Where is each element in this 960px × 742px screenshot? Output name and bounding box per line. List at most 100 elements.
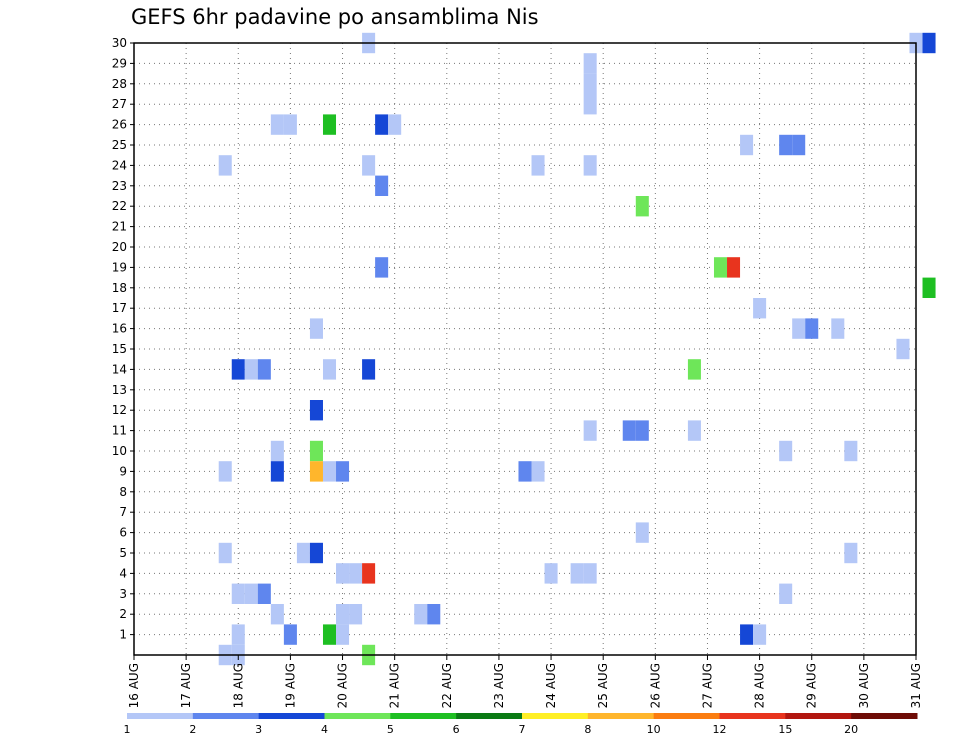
y-tick-label: 25 [112,138,127,152]
y-tick-label: 5 [119,546,127,560]
legend-swatch [653,713,720,719]
precip-cell [218,542,232,564]
x-tick-label: 16 AUG [127,663,141,708]
precip-cell [844,542,858,564]
precip-cell [270,604,284,625]
precip-cell [309,461,323,482]
precip-cell [322,359,337,380]
x-tick-label: 19 AUG [283,663,297,708]
legend-swatch [258,713,325,719]
precip-cell [583,155,597,176]
precip-cell [257,583,271,604]
cell-layer [218,32,936,666]
precip-cell [375,175,389,196]
y-tick-label: 13 [112,383,127,397]
legend-label: 1 [124,723,131,736]
precip-cell [244,583,258,604]
precip-cell [362,563,376,584]
x-tick-label: 17 AUG [179,663,193,708]
legend-label: 2 [189,723,196,736]
precip-cell [779,440,793,462]
x-tick-label: 18 AUG [231,663,245,708]
precip-cell [779,134,793,156]
precip-cell [375,114,389,135]
y-tick-label: 27 [112,97,127,111]
x-tick-label: 24 AUG [544,663,558,708]
legend-swatch [324,713,391,719]
y-tick-label: 16 [112,322,127,336]
precip-cell [231,624,245,645]
legend-label: 8 [584,723,591,736]
y-tick-label: 7 [119,505,127,519]
precip-cell [740,134,754,156]
precip-cell [740,624,754,645]
precip-cell [922,277,936,298]
grid-layer [134,42,916,655]
precip-cell [231,359,245,380]
legend-label: 15 [778,723,792,736]
precip-cell [388,114,402,135]
precip-cell [713,257,728,278]
legend-swatch [522,713,589,719]
legend-swatch [719,713,786,719]
y-tick-label: 3 [119,587,127,601]
precip-cell [896,338,910,360]
precip-cell [583,420,597,441]
legend-label: 6 [453,723,460,736]
legend-swatch [192,713,260,719]
x-tick-label: 26 AUG [648,663,662,708]
precip-cell [792,318,806,339]
precip-cell [583,73,597,94]
precip-cell [544,563,558,584]
precip-cell [270,440,284,462]
legend-label: 7 [519,723,526,736]
precip-cell [244,359,258,380]
precip-cell [805,318,819,339]
legend-swatch [785,713,852,719]
precip-cell [635,196,649,217]
precip-cell [622,420,636,441]
precip-cell [531,155,545,176]
y-tick-label: 30 [112,36,127,50]
x-tick-label: 27 AUG [700,663,714,708]
precip-cell [583,94,597,115]
precip-cell [362,155,376,176]
precip-cell [336,563,350,584]
y-tick-label: 23 [112,179,127,193]
x-tick-label: 22 AUG [440,663,454,708]
precip-cell [309,440,323,462]
precip-cell [309,400,323,421]
precip-cell [349,604,363,625]
precip-cell [336,461,350,482]
precip-cell [414,604,428,625]
legend-swatch [587,713,655,719]
y-tick-label: 18 [112,281,127,295]
y-tick-label: 2 [119,607,127,621]
precip-cell [349,563,363,584]
precip-cell [309,542,323,564]
y-tick-label: 29 [112,56,127,70]
legend-swatch [851,713,918,719]
y-tick-label: 20 [112,240,127,254]
y-axis: 1234567891011121314151617181920212223242… [112,36,134,642]
precip-cell [831,318,845,339]
y-tick-label: 21 [112,220,127,234]
legend-label: 12 [713,723,727,736]
legend-label: 20 [844,723,858,736]
precip-cell [583,53,597,74]
y-tick-label: 11 [112,424,127,438]
y-tick-label: 24 [112,158,127,172]
precip-cell [635,420,649,441]
precip-cell [531,461,545,482]
y-tick-label: 17 [112,301,127,315]
legend-swatch [456,713,523,719]
precip-cell [753,624,767,645]
precip-cell [375,257,389,278]
precip-cell [792,134,806,156]
precip-cell [570,563,584,584]
precip-cell [322,114,337,135]
precip-cell [309,318,323,339]
precip-cell [583,563,597,584]
precip-cell [270,461,284,482]
